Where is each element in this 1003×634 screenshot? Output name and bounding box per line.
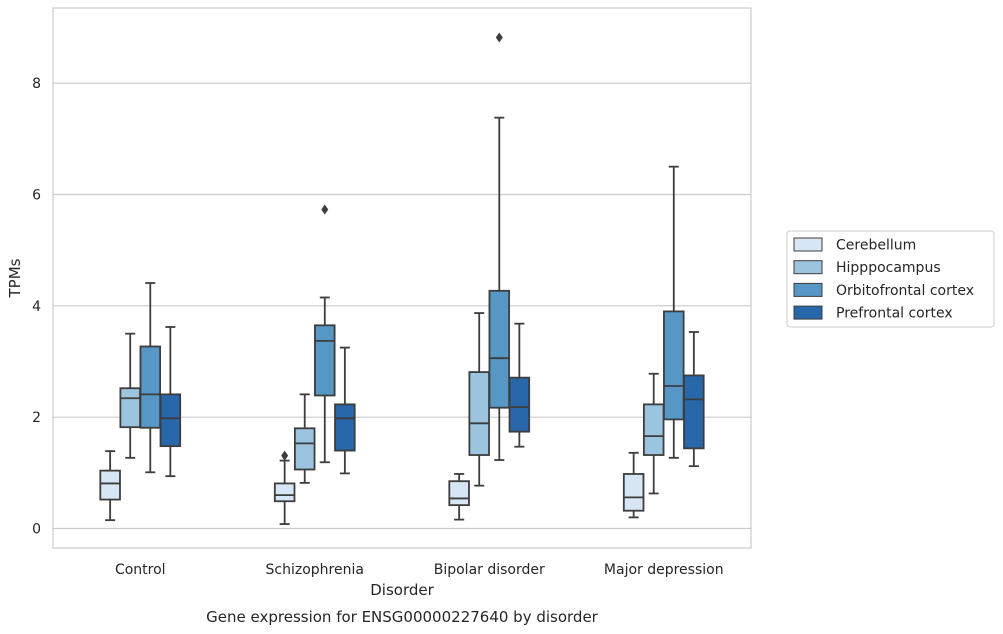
box-iqr [468, 371, 490, 456]
box-groups [99, 32, 705, 525]
plot-area [52, 7, 752, 549]
box-hipppocampus-1 [293, 393, 316, 484]
box-iqr [119, 387, 141, 429]
x-tick-label: Schizophrenia [266, 562, 364, 578]
box-orbitofrontal-cortex-3 [663, 165, 685, 459]
x-tick-label: Control [115, 562, 166, 578]
outlier-point [281, 450, 289, 461]
box-iqr [508, 376, 531, 433]
box-prefrontal-cortex-0 [159, 326, 182, 478]
box-cerebellum-3 [622, 451, 645, 519]
box-iqr [622, 473, 645, 512]
box-orbitofrontal-cortex-1 [314, 204, 336, 464]
y-tick-label: 8 [32, 76, 41, 92]
legend-frame [786, 230, 995, 328]
box-iqr [99, 469, 121, 501]
chart-caption: Gene expression for ENSG00000227640 by d… [206, 608, 599, 626]
box-iqr [293, 427, 316, 471]
box-iqr [663, 310, 685, 421]
legend-swatch [793, 305, 823, 320]
legend-swatch [793, 237, 823, 252]
legend-label: Cerebellum [836, 238, 916, 254]
box-iqr [273, 482, 296, 503]
y-tick-label: 2 [32, 410, 41, 426]
box-hipppocampus-3 [642, 372, 665, 495]
legend-swatch [793, 282, 823, 297]
box-iqr [683, 374, 705, 450]
box-iqr [488, 289, 511, 409]
y-tick-label: 0 [32, 522, 41, 538]
box-orbitofrontal-cortex-2 [488, 32, 511, 461]
box-prefrontal-cortex-3 [683, 331, 705, 468]
y-axis-label: TPMs [6, 258, 24, 298]
y-tick-label: 4 [32, 299, 41, 315]
box-iqr [642, 403, 665, 456]
box-iqr [448, 480, 470, 507]
box-iqr [334, 403, 356, 452]
box-cerebellum-1 [273, 450, 296, 525]
box-iqr [139, 345, 162, 429]
box-prefrontal-cortex-2 [508, 322, 531, 448]
box-prefrontal-cortex-1 [334, 346, 356, 475]
outlier-point [321, 204, 329, 215]
y-tick-label: 6 [32, 187, 41, 203]
legend-label: Orbitofrontal cortex [836, 283, 974, 299]
outlier-point [495, 32, 503, 43]
legend-swatch [793, 260, 823, 275]
box-iqr [159, 393, 182, 448]
box-orbitofrontal-cortex-0 [139, 282, 162, 474]
box-cerebellum-2 [448, 473, 470, 521]
x-axis-ticks: Control Schizophrenia Bipolar disorder Majo… [115, 562, 724, 578]
x-axis-label: Disorder [370, 581, 434, 599]
y-axis-ticks: 0 2 4 6 8 [32, 76, 41, 537]
x-tick-label: Major depression [604, 562, 724, 578]
legend-label: Prefrontal cortex [836, 306, 953, 322]
x-tick-label: Bipolar disorder [434, 562, 545, 578]
box-iqr [314, 324, 336, 397]
legend: Cerebellum Hipppocampus Orbitofrontal cort… [786, 230, 995, 328]
box-hipppocampus-2 [468, 312, 490, 487]
legend-label: Hipppocampus [836, 260, 941, 276]
box-cerebellum-0 [99, 450, 121, 522]
